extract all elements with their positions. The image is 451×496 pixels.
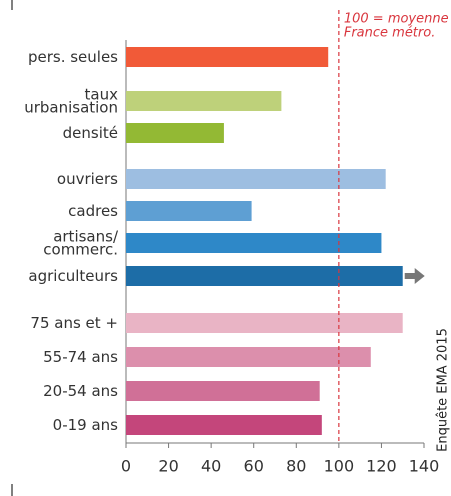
- reference-label: 100 = moyenne: [344, 12, 449, 27]
- y-tick-label: ouvriers: [57, 170, 118, 188]
- overflow-arrow: [404, 268, 425, 284]
- y-tick-label: 75 ans et +: [30, 314, 118, 332]
- y-tick-label-line: taux: [85, 85, 119, 103]
- y-tick-label: taux urbanisation: [24, 85, 118, 116]
- y-tick-label-line: agriculteurs: [28, 267, 118, 285]
- y-tick-label-line: artisans/: [53, 227, 119, 245]
- x-tick-label: 60: [244, 457, 264, 476]
- bar: [126, 381, 320, 401]
- y-tick-label-line: pers. seules: [28, 48, 118, 66]
- x-tick-label: 0: [121, 457, 131, 476]
- bar: [126, 91, 282, 111]
- y-tick-label: 20-54 ans: [43, 382, 118, 400]
- source: Enquête EMA 2015: [436, 328, 451, 452]
- x-tick-label: 40: [201, 457, 221, 476]
- y-tick-label-line: urbanisation: [24, 98, 118, 116]
- y-tick-label: 0-19 ans: [53, 416, 119, 434]
- bar: [126, 347, 371, 367]
- y-tick-label: agriculteurs: [28, 267, 118, 285]
- x-tick-label: 100: [324, 457, 355, 476]
- y-tick-label: 55-74 ans: [43, 348, 118, 366]
- bar: [126, 169, 386, 189]
- x-tick-label: 20: [158, 457, 178, 476]
- y-tick-label-line: cadres: [68, 202, 118, 220]
- bar: [126, 123, 224, 143]
- y-tick-label-line: 20-54 ans: [43, 382, 118, 400]
- y-tick-label: artisans/commerc.: [43, 227, 119, 258]
- y-tick-label: densité: [63, 124, 118, 142]
- reference-label: France métro.: [344, 26, 436, 41]
- bar: [126, 415, 322, 435]
- x-tick-label: 140: [409, 457, 440, 476]
- bar: [126, 313, 403, 333]
- bar: [126, 266, 403, 286]
- y-tick-label-line: ouvriers: [57, 170, 118, 188]
- bar: [126, 201, 252, 221]
- y-tick-label-line: 55-74 ans: [43, 348, 118, 366]
- x-tick-label: 80: [286, 457, 306, 476]
- y-tick-label: pers. seules: [28, 48, 118, 66]
- y-tick-label-line: 0-19 ans: [53, 416, 119, 434]
- y-tick-label: cadres: [68, 202, 118, 220]
- bar: [126, 47, 329, 67]
- y-tick-label-line: 75 ans et +: [30, 314, 118, 332]
- y-tick-label-line: commerc.: [43, 240, 118, 258]
- bar: [126, 233, 382, 253]
- x-tick-label: 120: [366, 457, 397, 476]
- y-tick-label-line: densité: [63, 124, 118, 142]
